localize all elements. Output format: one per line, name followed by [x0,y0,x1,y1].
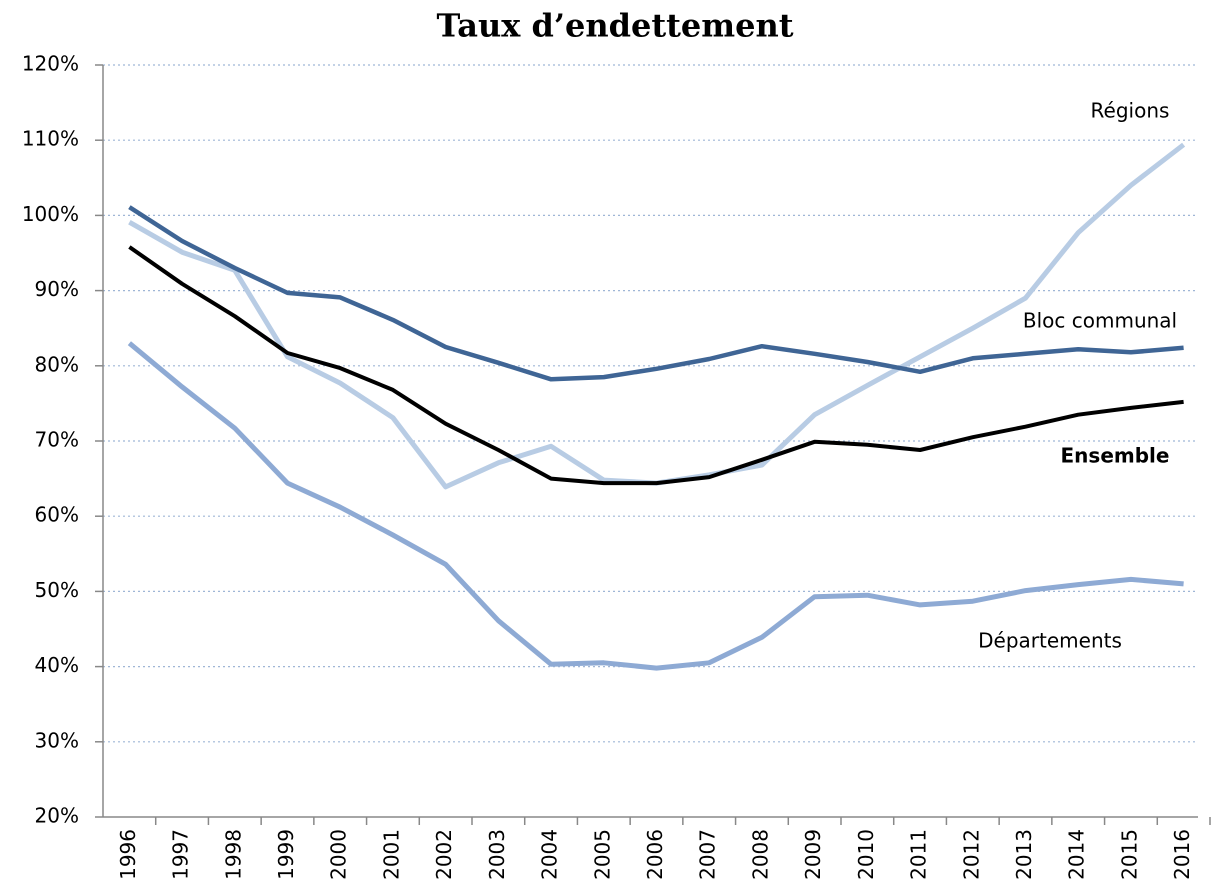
y-tick-label: 110% [22,127,79,151]
x-tick-label: 2014 [1065,829,1089,880]
x-tick-label: 2004 [538,829,562,880]
y-tick-label: 90% [35,277,79,301]
x-tick-label: 1999 [274,829,298,880]
y-tick-label: 80% [35,352,79,376]
x-tick-label: 1997 [169,829,193,880]
x-tick-label: 2012 [959,829,983,880]
series-label: Bloc communal [1023,309,1177,333]
y-tick-label: 120% [22,52,79,76]
x-tick-label: 2016 [1170,829,1194,880]
x-tick-label: 2009 [801,829,825,880]
x-tick-label: 2008 [748,829,772,880]
x-tick-label: 2015 [1117,829,1141,880]
y-tick-label: 20% [35,804,79,828]
y-tick-label: 100% [22,202,79,226]
series-line [127,341,1184,671]
x-tick-label: 2005 [590,829,614,880]
y-tick-label: 50% [35,578,79,602]
y-tick-label: 40% [35,653,79,677]
x-tick-label: 2013 [1012,829,1036,880]
x-tick-label: 2003 [485,829,509,880]
x-tick-label: 2007 [696,829,720,880]
series-line [128,245,1184,486]
y-tick-label: 70% [35,428,79,452]
x-tick-label: 2002 [432,829,456,880]
x-tick-label: 2011 [907,829,931,880]
x-tick-label: 1996 [116,829,140,880]
x-tick-label: 2001 [379,829,403,880]
x-tick-label: 1998 [221,829,245,880]
x-tick-label: 2000 [327,829,351,880]
y-tick-label: 30% [35,728,79,752]
x-tick-label: 2010 [854,829,878,880]
chart-title: Taux d’endettement [436,7,793,45]
series-line [128,205,1184,382]
series-label: Régions [1091,99,1170,123]
y-tick-label: 60% [35,503,79,527]
series-label: Départements [978,629,1122,653]
series-label: Ensemble [1061,444,1170,468]
x-tick-label: 2006 [643,829,667,880]
